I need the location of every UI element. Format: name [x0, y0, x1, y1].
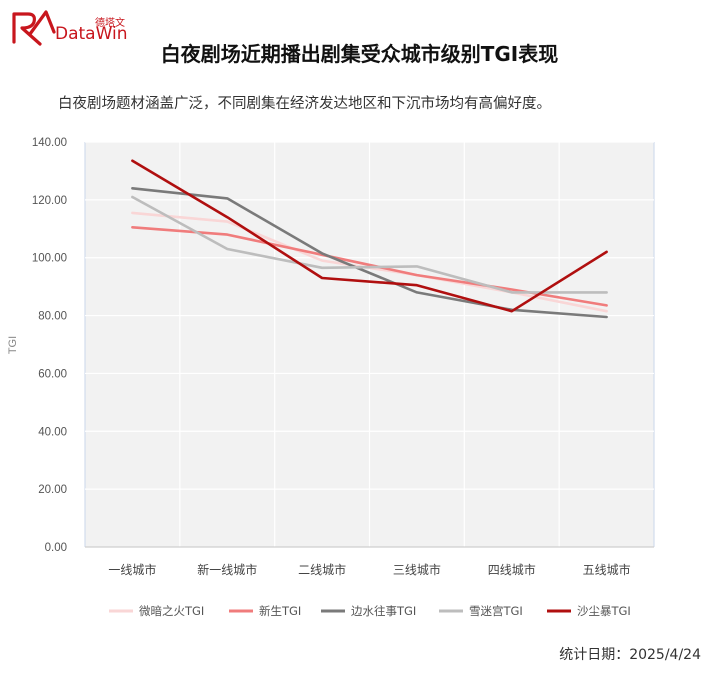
series-line — [131, 195, 608, 294]
x-tick-label: 二线城市 — [298, 562, 346, 577]
legend-label: 新生TGI — [259, 604, 301, 618]
y-tick-label: 100.00 — [32, 253, 67, 265]
legend-label: 边水往事TGI — [351, 604, 416, 618]
x-tick-label: 五线城市 — [583, 562, 631, 577]
y-axis-tick-labels: 0.00 20.00 40.00 60.00 80.00 100.00 120.00 140.… — [32, 137, 67, 554]
datawin-logo — [10, 8, 140, 50]
y-tick-label: 40.00 — [38, 426, 67, 438]
y-tick-label: 0.00 — [45, 542, 67, 554]
y-tick-label: 120.00 — [32, 195, 67, 207]
footer-label: 统计日期： — [559, 647, 630, 663]
brand-cn: 德塔文 — [95, 18, 125, 29]
footer-date: 统计日期：2025/4/24 — [559, 644, 701, 664]
series-lines — [131, 159, 608, 319]
x-tick-label: 一线城市 — [108, 562, 156, 577]
chart-subtitle: 白夜剧场题材涵盖广泛，不同剧集在经济发达地区和下沉市场均有高偏好度。 — [58, 96, 551, 112]
datawin-logo-mark — [12, 10, 56, 46]
y-tick-label: 80.00 — [38, 311, 67, 323]
series-line — [131, 187, 608, 319]
chart-title: 白夜剧场近期播出剧集受众城市级别TGI表现 — [160, 42, 559, 66]
legend: 微暗之火TGI 新生TGI 边水往事TGI 雪迷宫TGI 沙尘暴TGI — [109, 604, 631, 618]
x-tick-label: 四线城市 — [488, 562, 536, 577]
vertical-gridlines — [84, 142, 655, 547]
legend-label: 沙尘暴TGI — [577, 604, 631, 618]
x-tick-label: 三线城市 — [393, 562, 441, 577]
legend-label: 微暗之火TGI — [139, 604, 204, 618]
y-tick-label: 60.00 — [38, 368, 67, 380]
x-axis-tick-labels: 一线城市 新一线城市 二线城市 三线城市 四线城市 五线城市 — [108, 562, 630, 577]
brand-en: DataWin — [55, 24, 128, 44]
y-axis-label: TGI — [7, 336, 19, 354]
y-tick-label: 140.00 — [32, 137, 67, 149]
horizontal-gridlines — [85, 141, 654, 548]
legend-label: 雪迷宫TGI — [469, 604, 523, 618]
footer-date-value: 2025/4/24 — [629, 647, 701, 663]
y-tick-label: 20.00 — [38, 484, 67, 496]
series-line — [131, 159, 608, 313]
x-tick-label: 新一线城市 — [197, 562, 257, 577]
